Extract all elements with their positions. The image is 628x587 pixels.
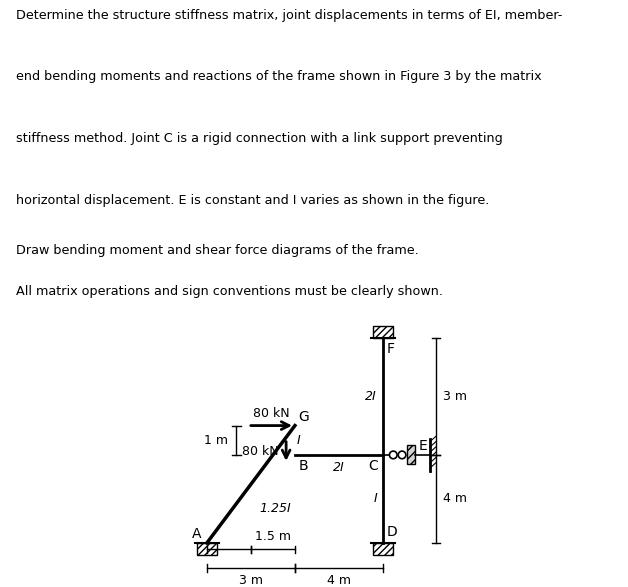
Text: horizontal displacement. E is constant and I varies as shown in the figure.: horizontal displacement. E is constant a…: [16, 194, 489, 207]
Text: 1.5 m: 1.5 m: [255, 530, 291, 543]
Text: I: I: [296, 434, 300, 447]
Text: 3 m: 3 m: [443, 390, 467, 403]
Text: D: D: [386, 525, 398, 539]
Text: 80 kN: 80 kN: [253, 407, 290, 420]
Text: end bending moments and reactions of the frame shown in Figure 3 by the matrix: end bending moments and reactions of the…: [16, 70, 541, 83]
Text: F: F: [386, 342, 394, 356]
Text: 1 m: 1 m: [204, 434, 228, 447]
Bar: [197, 543, 217, 555]
Text: G: G: [298, 410, 309, 424]
Text: C: C: [368, 459, 377, 473]
Text: I: I: [374, 492, 377, 505]
Text: A: A: [192, 527, 202, 541]
Text: Draw bending moment and shear force diagrams of the frame.: Draw bending moment and shear force diag…: [16, 244, 418, 257]
Text: 80 kN: 80 kN: [242, 445, 279, 458]
Text: Determine the structure stiffness matrix, joint displacements in terms of EI, me: Determine the structure stiffness matrix…: [16, 9, 562, 22]
Bar: [372, 326, 393, 338]
Text: All matrix operations and sign conventions must be clearly shown.: All matrix operations and sign conventio…: [16, 285, 443, 298]
Text: B: B: [298, 459, 308, 473]
Bar: [372, 543, 393, 555]
Text: E: E: [419, 440, 428, 453]
Bar: [407, 446, 415, 464]
Text: 3 m: 3 m: [239, 574, 263, 587]
Text: 2I: 2I: [365, 390, 377, 403]
Text: 2I: 2I: [333, 461, 345, 474]
Text: stiffness method. Joint C is a rigid connection with a link support preventing: stiffness method. Joint C is a rigid con…: [16, 132, 502, 145]
Text: 4 m: 4 m: [327, 574, 351, 587]
Text: 4 m: 4 m: [443, 492, 467, 505]
Text: 1.25I: 1.25I: [260, 502, 291, 515]
